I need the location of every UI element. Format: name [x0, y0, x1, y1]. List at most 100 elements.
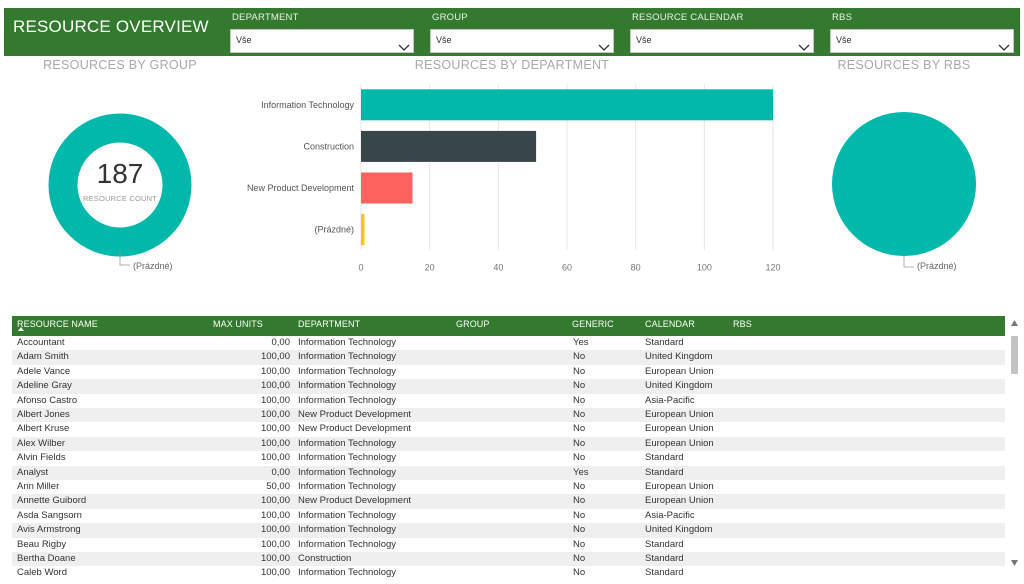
category-label: New Product Development [247, 183, 355, 193]
table-row[interactable]: Analyst 0,00 Information Technology Yes Stan… [12, 465, 1005, 480]
rbs-slicer: RBS Vše [830, 8, 1014, 56]
scroll-down-icon[interactable] [1011, 560, 1018, 566]
department-cell: Information Technology [298, 365, 397, 377]
max-units-cell: 100,00 [260, 365, 290, 377]
x-tick-label: 0 [358, 262, 363, 272]
table-row[interactable]: Accountant 0,00 Information Technology Yes S… [12, 336, 1005, 350]
department-cell: Information Technology [298, 394, 397, 406]
calendar-cell: Standard [645, 567, 684, 579]
resource-name-cell: Adam Smith [17, 351, 69, 363]
max-units-cell: 100,00 [260, 409, 290, 420]
table-row[interactable]: Alex Wilber 100,00 Information Technology N… [12, 436, 1005, 452]
department-cell: Information Technology [298, 481, 397, 492]
scroll-up-icon[interactable] [1011, 320, 1018, 326]
resource-calendar-dropdown[interactable]: Vše [630, 29, 814, 53]
table-row[interactable]: Bertha Doane 100,00 Construction No Standard [12, 552, 1005, 567]
table-row[interactable]: Adeline Gray 100,00 Information Technology… [12, 379, 1005, 394]
department-cell: Construction [298, 553, 352, 564]
column-header-group[interactable]: GROUP [456, 319, 490, 329]
bar[interactable] [361, 214, 365, 246]
table-row[interactable]: Caleb Word 100,00 Information Technology No… [12, 566, 1005, 580]
generic-cell: No [573, 567, 586, 579]
resource-name-cell: Bertha Doane [17, 553, 76, 564]
column-header-calendar[interactable]: CALENDAR [645, 319, 695, 329]
table-row[interactable]: Alvin Fields 100,00 Information Technology… [12, 451, 1005, 465]
department-dropdown-value: Vše [236, 35, 252, 45]
category-label: Information Technology [261, 100, 354, 110]
group-slicer-label: GROUP [432, 12, 468, 23]
resource-name-cell: Adeline Gray [17, 380, 72, 392]
calendar-cell: Asia-Pacific [645, 509, 695, 521]
pie-slice-prazdne[interactable] [832, 112, 976, 256]
generic-cell: No [573, 394, 586, 406]
resource-name-cell: Asda Sangsorn [17, 509, 82, 521]
x-tick-label: 80 [631, 262, 641, 272]
table-row[interactable]: Beau Rigby 100,00 Information Technology No… [12, 538, 1005, 552]
calendar-cell: Standard [645, 466, 684, 478]
generic-cell: No [573, 481, 586, 492]
max-units-cell: 100,00 [260, 553, 290, 564]
table-row[interactable]: Adam Smith 100,00 Information Technology No… [12, 350, 1005, 365]
chevron-down-icon [598, 44, 610, 51]
column-header-department[interactable]: DEPARTMENT [298, 319, 361, 329]
x-tick-label: 40 [493, 262, 503, 272]
department-cell: Information Technology [298, 337, 397, 348]
rbs-pie-chart [832, 112, 976, 268]
group-dropdown-value: Vše [436, 35, 452, 45]
x-tick-label: 100 [697, 262, 712, 272]
department-cell: New Product Development [298, 423, 411, 435]
bar[interactable] [361, 172, 413, 204]
generic-cell: No [573, 538, 586, 550]
group-slicer: GROUP Vše [430, 8, 614, 56]
table-row[interactable]: Annette Guibord 100,00 New Product Develop… [12, 494, 1005, 509]
table-row[interactable]: Ann Miller 50,00 Information Technology No E… [12, 480, 1005, 494]
column-header-generic[interactable]: GENERIC [572, 319, 614, 329]
calendar-cell: European Union [645, 409, 714, 420]
resource-name-cell: Adele Vance [17, 365, 71, 377]
rbs-dropdown[interactable]: Vše [830, 29, 1014, 53]
table-row[interactable]: Albert Kruse 100,00 New Product Developmen… [12, 422, 1005, 436]
column-header-max-units[interactable]: MAX UNITS [213, 319, 263, 329]
table-scrollbar[interactable] [1009, 318, 1020, 568]
calendar-cell: Asia-Pacific [645, 394, 695, 406]
calendar-cell: European Union [645, 423, 714, 435]
table-row[interactable]: Avis Armstrong 100,00 Information Technolo… [12, 523, 1005, 538]
department-cell: Information Technology [298, 466, 397, 478]
donut-legend-leader [119, 250, 130, 266]
max-units-cell: 50,00 [266, 481, 290, 492]
chevron-down-icon [398, 44, 410, 51]
group-dropdown[interactable]: Vše [430, 29, 614, 53]
resource-name-cell: Analyst [17, 466, 49, 478]
table-row[interactable]: Asda Sangsorn 100,00 Information Technolog… [12, 509, 1005, 523]
max-units-cell: 0,00 [271, 466, 291, 478]
category-label: Construction [303, 141, 354, 151]
calendar-cell: United Kingdom [645, 380, 713, 392]
generic-cell: Yes [573, 466, 589, 478]
bar[interactable] [361, 130, 537, 162]
donut-slice-prazdne[interactable] [48, 113, 192, 257]
chevron-down-icon [798, 44, 810, 51]
table-row[interactable]: Adele Vance 100,00 Information Technology N… [12, 365, 1005, 379]
generic-cell: Yes [573, 337, 589, 348]
donut-legend-label: (Prázdné) [133, 261, 173, 271]
resource-calendar-dropdown-value: Vše [636, 35, 652, 45]
resource-name-cell: Alvin Fields [17, 452, 66, 464]
calendar-cell: United Kingdom [645, 524, 713, 536]
table-row[interactable]: Afonso Castro 100,00 Information Technolog… [12, 394, 1005, 408]
department-dropdown[interactable]: Vše [230, 29, 414, 53]
x-tick-label: 120 [765, 262, 780, 272]
column-header-resource-name[interactable]: RESOURCE NAME [17, 319, 98, 329]
department-cell: Information Technology [298, 524, 397, 536]
max-units-cell: 100,00 [260, 351, 290, 363]
resource-name-cell: Albert Jones [17, 409, 70, 420]
bar[interactable] [361, 89, 773, 121]
table-row[interactable]: Albert Jones 100,00 New Product Developmen… [12, 408, 1005, 423]
scroll-thumb[interactable] [1011, 336, 1018, 374]
chevron-down-icon [998, 44, 1010, 51]
calendar-cell: European Union [645, 365, 714, 377]
department-cell: Information Technology [298, 567, 397, 579]
column-header-rbs[interactable]: RBS [733, 319, 752, 329]
rbs-chart-title: RESOURCES BY RBS [837, 58, 971, 72]
resource-calendar-slicer-label: RESOURCE CALENDAR [632, 12, 744, 23]
